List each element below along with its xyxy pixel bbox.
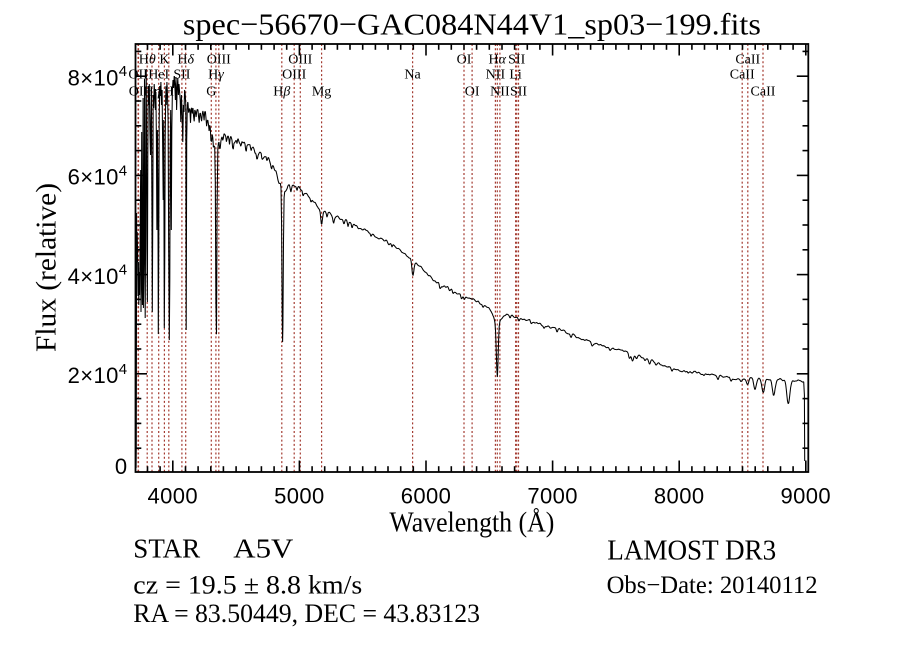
- svg-text:Hη: Hη: [143, 85, 160, 100]
- svg-text:HeI: HeI: [148, 68, 169, 83]
- svg-text:LAMOST DR3: LAMOST DR3: [607, 535, 776, 566]
- svg-text:Hγ: Hγ: [208, 68, 224, 83]
- svg-text:K: K: [159, 53, 169, 68]
- svg-text:OI: OI: [457, 53, 472, 68]
- svg-text:cz = 19.5 ± 8.8 km/s: cz = 19.5 ± 8.8 km/s: [133, 571, 362, 600]
- svg-text:Flux (relative): Flux (relative): [31, 183, 63, 352]
- svg-text:H: H: [164, 85, 174, 100]
- svg-text:OI: OI: [465, 85, 480, 100]
- svg-text:CaII: CaII: [751, 85, 776, 100]
- svg-text:Hβ: Hβ: [273, 85, 290, 100]
- svg-text:SII: SII: [173, 68, 190, 83]
- svg-text:NII: NII: [490, 85, 510, 100]
- svg-text:Na: Na: [404, 68, 421, 83]
- svg-text:OIII: OIII: [282, 68, 306, 83]
- svg-text:CaII: CaII: [735, 53, 760, 68]
- svg-text:NII: NII: [486, 68, 506, 83]
- svg-text:Hα: Hα: [489, 53, 507, 68]
- svg-text:4×104: 4×104: [68, 262, 128, 289]
- svg-text:Li: Li: [509, 68, 522, 83]
- svg-text:8000: 8000: [654, 484, 705, 509]
- svg-text:CaII: CaII: [730, 68, 755, 83]
- svg-text:6000: 6000: [401, 484, 452, 509]
- svg-text:0: 0: [115, 454, 128, 479]
- svg-text:Hδ: Hδ: [177, 53, 194, 68]
- svg-text:OIII: OIII: [207, 53, 231, 68]
- svg-text:spec−56670−GAC084N44V1_sp03−19: spec−56670−GAC084N44V1_sp03−199.fits: [183, 6, 761, 41]
- svg-text:SII: SII: [510, 85, 527, 100]
- svg-text:OII: OII: [129, 85, 149, 100]
- svg-text:6×104: 6×104: [68, 162, 128, 189]
- svg-text:A5V: A5V: [233, 534, 294, 564]
- svg-text:7000: 7000: [527, 484, 578, 509]
- svg-text:RA = 83.50449, DEC = 43.8312: RA = 83.50449, DEC = 43.83123: [133, 599, 480, 628]
- svg-text:4000: 4000: [148, 484, 199, 509]
- svg-text:9000: 9000: [781, 484, 832, 509]
- svg-text:G: G: [206, 85, 216, 100]
- svg-text:Mg: Mg: [312, 85, 331, 100]
- svg-text:SII: SII: [508, 53, 525, 68]
- svg-text:5000: 5000: [274, 484, 325, 509]
- svg-text:2×104: 2×104: [68, 361, 128, 388]
- svg-text:8×104: 8×104: [68, 63, 128, 90]
- svg-text:STAR: STAR: [133, 534, 200, 564]
- svg-text:OIII: OIII: [288, 53, 312, 68]
- svg-text:Hθ: Hθ: [139, 53, 156, 68]
- svg-text:Wavelength (Å): Wavelength (Å): [389, 507, 554, 539]
- svg-text:OII: OII: [128, 68, 148, 83]
- svg-text:Obs−Date: 20140112: Obs−Date: 20140112: [607, 572, 818, 599]
